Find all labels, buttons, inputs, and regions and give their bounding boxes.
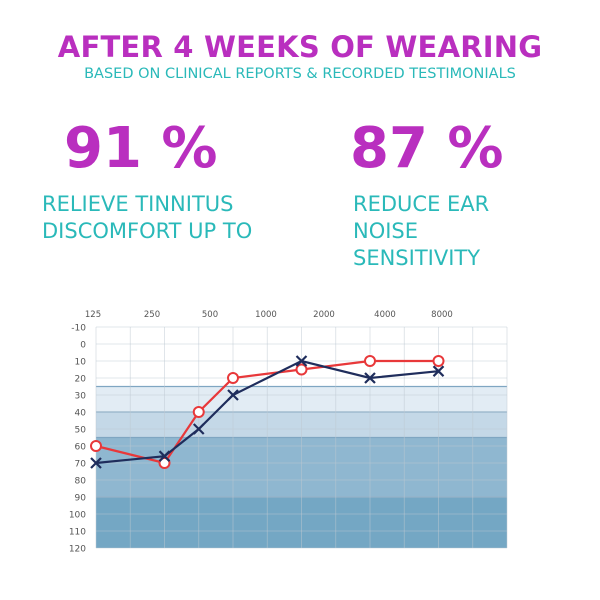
data-point-x [158, 450, 171, 462]
stat-description-noise: REDUCE EAR NOISE SENSITIVITY [353, 192, 490, 270]
data-point-x [432, 365, 445, 377]
x-tick-label: 500 [202, 310, 218, 320]
y-tick-label: 80 [75, 477, 87, 487]
x-tick-label: 125 [85, 310, 101, 320]
y-tick-label: 20 [75, 375, 87, 385]
y-tick-label: 10 [75, 358, 87, 368]
y-tick-label: 100 [69, 511, 86, 521]
y-tick-label: 60 [75, 443, 87, 453]
data-point-circle [295, 363, 308, 376]
x-tick-label: 1000 [255, 310, 277, 320]
x-tick-label: 2000 [313, 310, 335, 320]
stat-value-noise: 87 % [350, 116, 504, 181]
x-tick-label: 8000 [431, 310, 453, 320]
stat-value-tinnitus: 91 % [64, 116, 218, 181]
y-tick-label: 90 [75, 494, 87, 504]
x-tick-label: 250 [144, 310, 160, 320]
data-point-circle [364, 355, 376, 367]
y-tick-label: 70 [75, 460, 87, 470]
data-point-x [90, 457, 102, 469]
y-tick-label: 50 [75, 426, 87, 436]
data-point-x [364, 372, 376, 384]
y-tick-label: 120 [69, 545, 86, 555]
y-tick-label: -10 [71, 324, 86, 334]
y-tick-label: 40 [75, 409, 87, 419]
x-tick-label: 4000 [374, 310, 396, 320]
subheadline: BASED ON CLINICAL REPORTS & RECORDED TES… [84, 66, 516, 82]
data-point-x [192, 423, 205, 435]
data-point-x [295, 355, 308, 367]
data-point-circle [432, 355, 445, 367]
y-tick-label: 0 [80, 341, 86, 351]
stat-description-tinnitus: RELIEVE TINNITUS DISCOMFORT UP TO [42, 192, 253, 243]
data-point-x [227, 389, 239, 401]
data-point-circle [227, 372, 239, 384]
headline: AFTER 4 WEEKS OF WEARING [57, 30, 543, 64]
y-tick-label: 30 [75, 392, 87, 402]
data-point-circle [192, 406, 205, 418]
data-point-circle [90, 440, 102, 452]
y-tick-label: 110 [69, 528, 86, 538]
data-point-circle [158, 457, 171, 469]
